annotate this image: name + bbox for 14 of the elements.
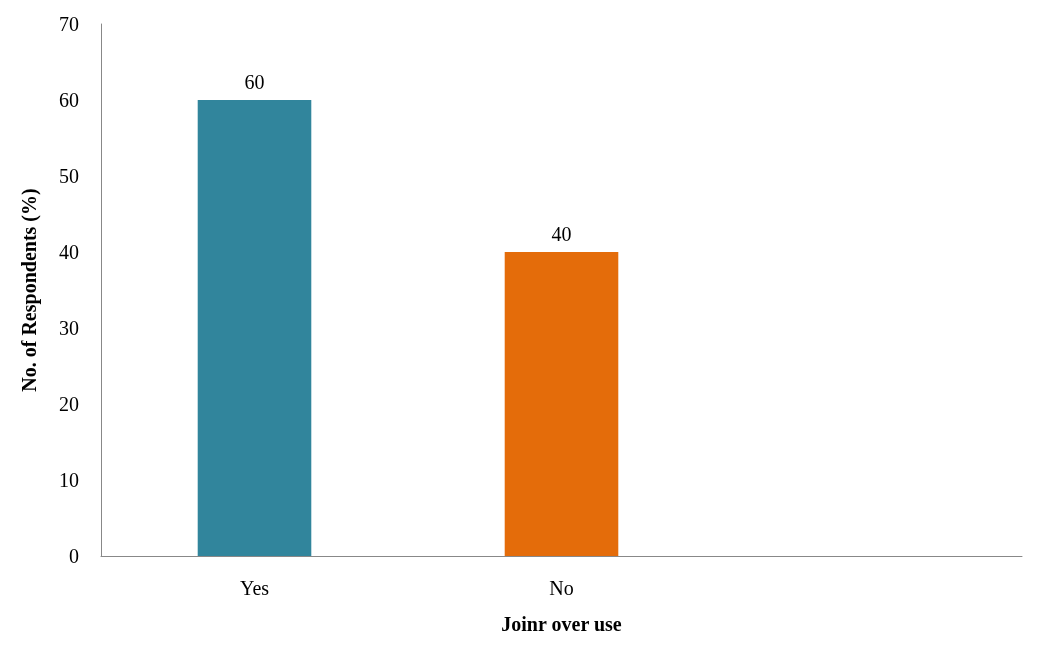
data-label: 60 [244, 71, 265, 93]
y-tick-label: 30 [59, 317, 79, 339]
x-axis-title: Joinr over use [501, 613, 622, 635]
x-tick-label: No [549, 577, 574, 599]
y-tick-label: 10 [59, 469, 79, 491]
y-tick-label: 0 [69, 545, 79, 567]
y-axis-title: No. of Respondents (%) [18, 188, 41, 392]
data-label: 40 [551, 223, 572, 245]
y-tick-label: 40 [59, 241, 79, 263]
x-tick-label: Yes [239, 577, 270, 599]
y-tick-label: 50 [59, 165, 79, 187]
y-tick-label: 70 [59, 13, 79, 35]
y-tick-label: 60 [59, 89, 79, 111]
y-tick-label: 20 [59, 393, 79, 415]
